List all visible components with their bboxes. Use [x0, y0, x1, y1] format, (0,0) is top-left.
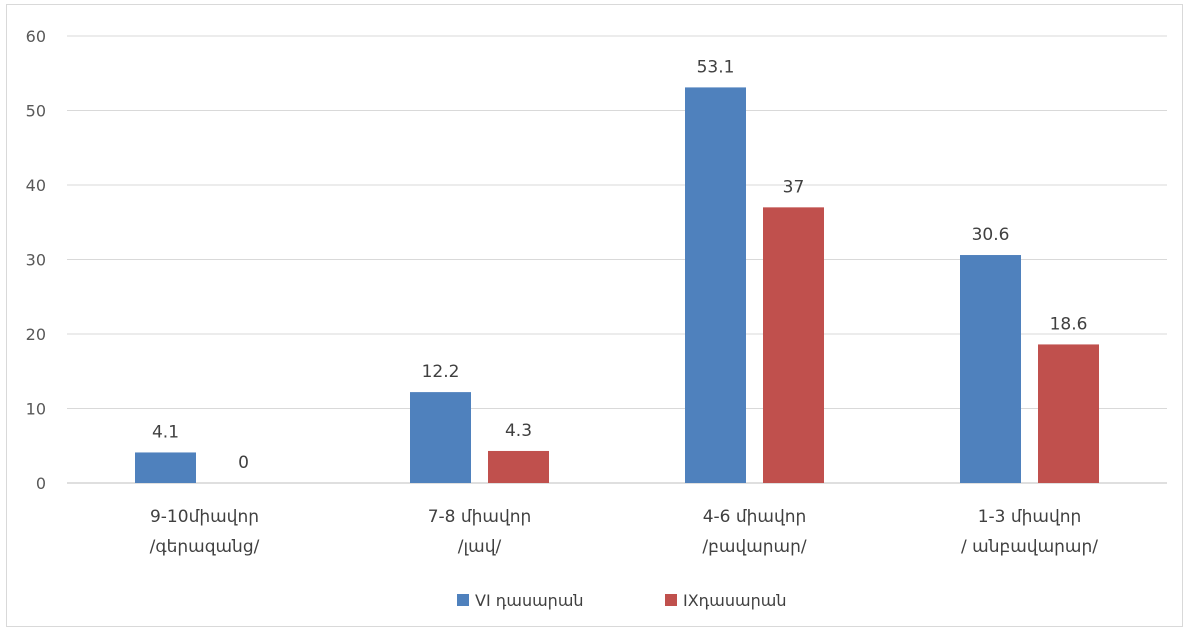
data-label: 30.6 — [972, 225, 1010, 245]
category-label: /գերազանց/ — [150, 537, 260, 557]
category-label: /լավ/ — [458, 537, 502, 557]
data-label: 0 — [238, 453, 249, 473]
data-label: 4.1 — [152, 422, 179, 442]
y-tick-label: 30 — [26, 251, 46, 270]
bar-vi-2 — [685, 87, 746, 483]
y-tick-label: 0 — [36, 474, 46, 493]
legend-label: VI դասարան — [475, 591, 584, 610]
category-label: 4-6 միավոր — [703, 507, 807, 527]
y-tick-label: 40 — [26, 176, 46, 195]
legend: VI դասարան IXդասարան — [457, 591, 786, 610]
category-label: 7-8 միավոր — [428, 507, 532, 527]
data-label: 12.2 — [422, 362, 460, 382]
legend-swatch — [457, 594, 469, 606]
y-tick-label: 60 — [26, 27, 46, 46]
category-label: 1-3 միավոր — [978, 507, 1082, 527]
y-tick-label: 10 — [26, 400, 46, 419]
bar-ix-3 — [1038, 344, 1099, 483]
category-label: /բավարար/ — [702, 537, 807, 557]
x-axis: 9-10միավոր/գերազանց/7-8 միավոր/լավ/4-6 մ… — [150, 507, 1099, 557]
category-label: 9-10միավոր — [150, 507, 259, 527]
bars — [135, 87, 1099, 483]
bar-ix-2 — [763, 207, 824, 483]
data-labels: 4.1 0 12.2 4.3 53.1 37 30.6 18.6 — [152, 57, 1087, 473]
bar-vi-1 — [410, 392, 471, 483]
data-label: 18.6 — [1050, 314, 1088, 334]
bar-ix-1 — [488, 450, 549, 483]
y-tick-label: 50 — [26, 102, 46, 121]
data-label: 4.3 — [505, 421, 532, 441]
bar-vi-0 — [135, 452, 196, 483]
bar-vi-3 — [960, 255, 1021, 483]
legend-label: IXդասարան — [683, 591, 786, 610]
data-label: 53.1 — [697, 57, 735, 77]
data-label: 37 — [783, 177, 805, 197]
y-axis: 0 10 20 30 40 50 60 — [26, 27, 46, 493]
y-tick-label: 20 — [26, 325, 46, 344]
category-label: / անբավարար/ — [961, 537, 1098, 557]
legend-swatch — [665, 594, 677, 606]
